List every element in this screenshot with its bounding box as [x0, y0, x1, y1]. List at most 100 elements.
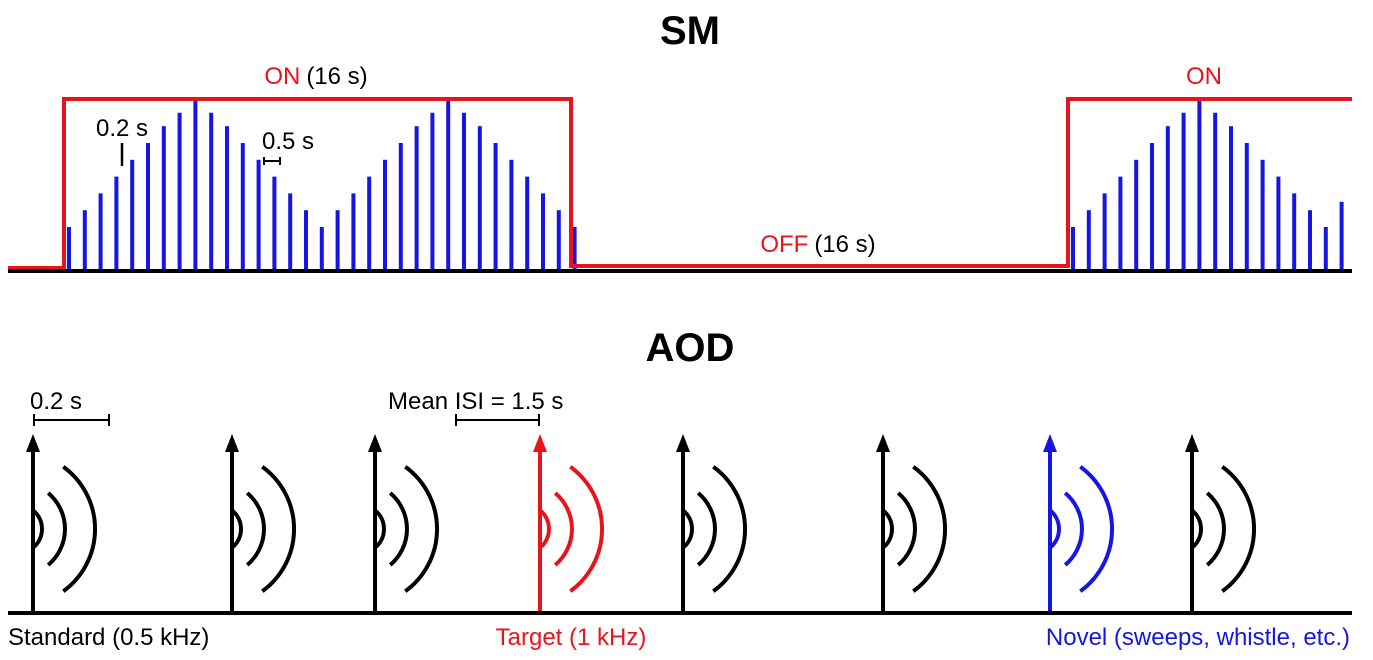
sm-block1-pulse: [98, 193, 103, 269]
sm-block2-pulse: [1118, 176, 1123, 269]
sm-block1-pulse: [304, 210, 308, 269]
sm-block1-pulse: [541, 193, 545, 269]
aod-stimulus-group: [26, 434, 1257, 612]
novel-sound-wave-icon: [1049, 509, 1061, 549]
sm-block2-pulse: [1102, 193, 1107, 269]
aod-width-bracket: [33, 414, 110, 426]
sm-block2-pulse: [1276, 176, 1281, 269]
standard-sound-wave-icon: [261, 465, 297, 593]
sm-block2-pulse: [1244, 143, 1249, 269]
sm-pulse-interval-bracket: [263, 157, 281, 165]
target-sound-wave-icon: [539, 509, 551, 549]
sm-block1-pulse: [383, 159, 387, 269]
sm-block1-pulse: [414, 126, 419, 269]
sm-block1-pulse: [509, 159, 514, 269]
aod-title: AOD: [646, 326, 735, 370]
sm-block1-pulse: [272, 176, 277, 269]
aod-isi-bracket: [455, 414, 540, 426]
sm-block1-pulse: [146, 143, 150, 269]
sm-pulse-group: [67, 101, 1344, 269]
novel-sound-wave-icon: [1079, 465, 1115, 593]
novel-stimulus-arrowhead: [1043, 434, 1057, 452]
sm-block1-pulse: [193, 101, 198, 269]
sm-on-label-2: ON: [1186, 63, 1222, 90]
sm-off-duration: (16 s): [814, 231, 875, 258]
sm-block1-pulse: [240, 143, 245, 269]
sm-block1-pulse: [114, 176, 119, 269]
sm-block2-pulse: [1197, 101, 1202, 269]
standard-stimulus-arrowhead: [876, 434, 890, 452]
standard-sound-wave-icon: [62, 465, 98, 593]
sm-block2-pulse: [1308, 210, 1312, 269]
standard-stimulus-arrowhead: [225, 434, 239, 452]
sm-pulse-width-label: 0.2 s: [96, 115, 148, 142]
aod-isi-label: Mean ISI = 1.5 s: [388, 388, 563, 415]
sm-block2-pulse: [1229, 126, 1233, 269]
sm-block1-pulse: [177, 112, 182, 269]
sm-block1-pulse: [67, 227, 71, 269]
sm-block1-pulse: [367, 176, 372, 269]
sm-block1-pulse: [161, 126, 166, 269]
sm-block1-pulse: [288, 193, 293, 269]
standard-stimulus: [26, 434, 98, 612]
sm-block1-pulse: [319, 227, 324, 269]
sm-block2-pulse: [1292, 193, 1297, 269]
sm-block1-pulse: [351, 193, 356, 269]
sm-block2-pulse: [1260, 159, 1265, 269]
standard-stimulus: [676, 434, 748, 612]
standard-sound-wave-icon: [231, 509, 243, 549]
target-sound-wave-icon: [553, 491, 574, 567]
sm-block1-pulse: [209, 112, 214, 269]
sm-block2-pulse: [1339, 201, 1344, 269]
standard-sound-wave-icon: [1191, 509, 1203, 549]
standard-stimulus: [225, 434, 297, 612]
sm-on-word: ON: [264, 63, 300, 90]
sm-block1-pulse: [493, 143, 498, 269]
sm-off-label: OFF (16 s): [760, 231, 875, 258]
standard-sound-wave-icon: [882, 509, 894, 549]
sm-block1-pulse: [398, 143, 403, 269]
sm-block2-pulse: [1323, 227, 1328, 269]
sm-block2-pulse: [1165, 126, 1170, 269]
standard-stimulus-arrowhead: [676, 434, 690, 452]
sm-pulse-interval-label: 0.5 s: [262, 128, 314, 155]
standard-stimulus-arrowhead: [1185, 434, 1199, 452]
sm-block1-pulse: [225, 126, 229, 269]
sm-block1-pulse: [446, 101, 451, 269]
standard-stimulus: [368, 434, 440, 612]
standard-sound-wave-icon: [1205, 491, 1226, 567]
standard-stimulus-arrowhead: [368, 434, 382, 452]
standard-stimulus-arrowhead: [26, 434, 40, 452]
sm-block1-pulse: [477, 126, 482, 269]
standard-sound-wave-icon: [46, 491, 67, 567]
aod-novel-label: Novel (sweeps, whistle, etc.): [1046, 624, 1350, 651]
sm-block2-pulse: [1181, 112, 1186, 269]
standard-sound-wave-icon: [32, 509, 44, 549]
standard-sound-wave-icon: [404, 465, 440, 593]
sm-block1-pulse: [335, 210, 340, 269]
sm-block2-pulse: [1150, 143, 1154, 269]
sm-block1-pulse: [130, 159, 135, 269]
sm-block1-pulse: [462, 112, 466, 269]
standard-stimulus: [876, 434, 948, 612]
sm-block1-pulse: [82, 210, 87, 269]
sm-off-word: OFF: [760, 231, 808, 258]
standard-sound-wave-icon: [912, 465, 948, 593]
standard-sound-wave-icon: [682, 509, 694, 549]
aod-target-label: Target (1 kHz): [496, 624, 647, 651]
sm-block2-pulse: [1086, 210, 1091, 269]
sm-block1-pulse: [256, 159, 261, 269]
sm-block2-pulse: [1071, 227, 1075, 269]
aod-standard-label: Standard (0.5 kHz): [8, 624, 209, 651]
target-stimulus: [533, 434, 605, 612]
target-sound-wave-icon: [569, 465, 605, 593]
sm-block1-pulse: [572, 227, 577, 269]
standard-sound-wave-icon: [374, 509, 386, 549]
sm-block-trace: [8, 97, 1352, 270]
sm-block2-pulse: [1134, 159, 1139, 269]
standard-sound-wave-icon: [388, 491, 409, 567]
novel-stimulus: [1043, 434, 1115, 612]
target-stimulus-arrowhead: [533, 434, 547, 452]
sm-title: SM: [660, 9, 720, 53]
